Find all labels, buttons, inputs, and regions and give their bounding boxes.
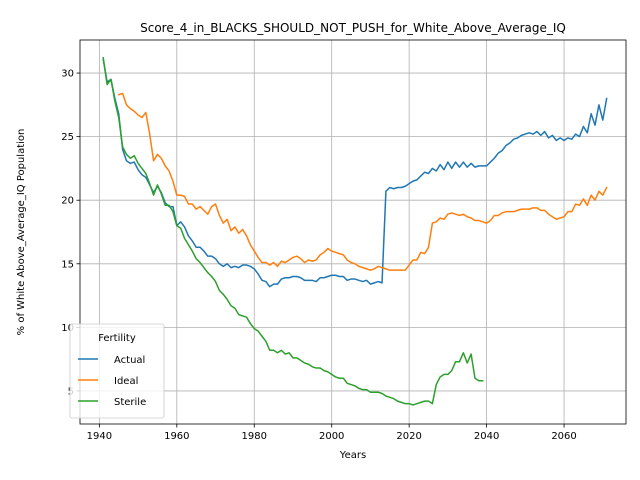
chart-title: Score_4_in_BLACKS_SHOULD_NOT_PUSH_for_Wh… [140, 21, 566, 35]
x-tick-label: 1960 [164, 431, 189, 442]
y-tick-label: 25 [61, 132, 74, 143]
x-tick-label: 1940 [87, 431, 112, 442]
y-tick-label: 10 [61, 323, 74, 334]
legend-label-sterile: Sterile [114, 397, 146, 408]
series-line-ideal [117, 92, 608, 271]
legend: Fertility Actual Ideal Sterile [69, 323, 165, 419]
x-tick-label: 2000 [319, 431, 344, 442]
legend-label-ideal: Ideal [114, 376, 138, 387]
x-tick-label: 2060 [551, 431, 576, 442]
series-line-sterile [102, 56, 484, 406]
legend-title: Fertility [98, 333, 136, 344]
y-tick-label: 15 [61, 259, 74, 270]
legend-box [69, 323, 165, 419]
series-line-actual [102, 58, 608, 288]
legend-label-actual: Actual [114, 355, 145, 366]
x-tick-label: 2040 [474, 431, 499, 442]
series-lines [102, 56, 608, 406]
x-axis-ticks: 1940 1960 1980 2000 2020 2040 2060 [87, 424, 577, 442]
plot-frame [79, 39, 627, 425]
x-axis-label: Years [339, 450, 366, 461]
y-axis-label: % of White Above_Average_IQ Population [16, 129, 27, 336]
x-tick-label: 2020 [396, 431, 421, 442]
x-tick-label: 1980 [242, 431, 267, 442]
y-tick-label: 20 [61, 196, 74, 207]
y-tick-label: 30 [61, 69, 74, 80]
